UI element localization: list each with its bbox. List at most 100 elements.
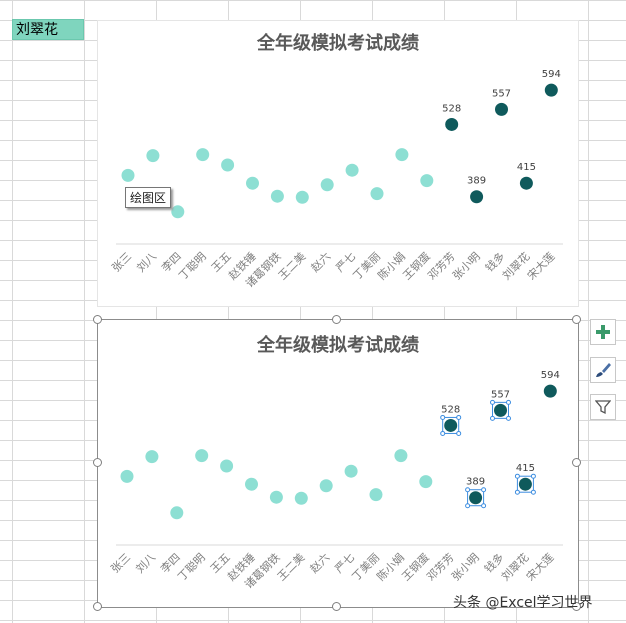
chart-2-point-9[interactable] <box>344 464 358 478</box>
plot-area-tooltip: 绘图区 <box>125 187 172 208</box>
chart-2[interactable]: 全年级模拟考试成绩 张三 刘八 李四 丁聪明 王五 赵铁锤 诸葛钢铁 王二美 赵六 严七 丁美丽 陈小… <box>97 319 579 608</box>
selected-cell[interactable]: 刘翠花 <box>12 19 84 40</box>
chart-1-point-5[interactable] <box>246 176 259 190</box>
chart-2-point-13[interactable] <box>444 418 458 432</box>
chart-2-data-label-16: 415 <box>516 463 535 474</box>
chart-2-point-handle-16-0[interactable] <box>514 473 520 479</box>
chart-filters-button[interactable] <box>590 394 616 420</box>
chart-2-point-5[interactable] <box>245 477 258 491</box>
resize-handle-top[interactable] <box>332 315 341 324</box>
chart-1-point-9[interactable] <box>345 163 359 177</box>
chart-2-x-tick-1: 刘八 <box>133 551 158 576</box>
resize-handle-top-left[interactable] <box>93 315 102 324</box>
chart-2-point-14[interactable] <box>469 491 483 505</box>
chart-1-data-label-15: 557 <box>492 88 511 99</box>
chart-2-point-10[interactable] <box>369 488 383 502</box>
chart-1-point-13[interactable] <box>445 117 459 131</box>
paintbrush-icon <box>596 363 611 377</box>
chart-1[interactable]: 全年级模拟考试成绩 张三 刘八 李四 丁聪明 王五 赵铁锤 诸葛钢铁 王二美 赵六 严七 丁美丽 陈小… <box>97 20 579 307</box>
chart-1-x-tick-7: 王二美 <box>276 250 309 283</box>
chart-1-x-tick-12: 王钢蛋 <box>400 250 433 283</box>
chart-2-x-tick-10: 丁美丽 <box>350 551 383 584</box>
chart-styles-button[interactable] <box>590 357 616 383</box>
chart-2-point-handle-15-3[interactable] <box>506 415 511 421</box>
chart-2-x-tick-14: 张小明 <box>449 551 482 584</box>
chart-1-point-8[interactable] <box>320 178 334 192</box>
chart-2-point-1[interactable] <box>145 450 159 464</box>
chart-2-point-selection-14 <box>467 489 485 507</box>
chart-1-x-tick-16: 刘翠花 <box>500 250 533 283</box>
chart-1-title: 全年级模拟考试成绩 <box>256 32 419 54</box>
chart-1-x-tick-14: 张小明 <box>450 250 483 283</box>
resize-handle-bottom-left[interactable] <box>93 602 102 611</box>
chart-2-point-selection-13 <box>442 416 460 434</box>
chart-2-point-2[interactable] <box>170 506 184 520</box>
chart-1-x-tick-1: 刘八 <box>134 250 159 275</box>
resize-handle-right[interactable] <box>572 458 581 467</box>
chart-1-point-2[interactable] <box>171 205 185 219</box>
resize-handle-bottom[interactable] <box>332 602 341 611</box>
chart-2-point-handle-15-0[interactable] <box>490 399 495 405</box>
chart-2-point-handle-16-1[interactable] <box>530 473 536 479</box>
chart-2-point-handle-16-3[interactable] <box>530 489 536 495</box>
chart-2-x-tick-16: 刘翠花 <box>499 551 532 584</box>
chart-1-point-11[interactable] <box>395 148 409 162</box>
chart-1-point-15[interactable] <box>495 102 508 116</box>
chart-2-point-handle-14-0[interactable] <box>465 487 471 493</box>
chart-2-point-handle-13-3[interactable] <box>456 430 462 436</box>
chart-1-point-10[interactable] <box>370 187 384 201</box>
chart-1-point-1[interactable] <box>146 149 160 163</box>
chart-2-x-tick-11: 陈小娟 <box>374 550 407 583</box>
chart-2-point-handle-14-3[interactable] <box>481 503 487 509</box>
chart-2-point-11[interactable] <box>394 449 408 463</box>
chart-1-x-tick-10: 丁美丽 <box>351 250 384 283</box>
chart-2-point-handle-16-2[interactable] <box>514 489 520 495</box>
chart-2-point-12[interactable] <box>419 475 433 489</box>
chart-1-x-tick-17: 宋大莲 <box>524 249 557 282</box>
chart-1-data-label-14: 389 <box>467 176 486 187</box>
chart-1-data-label-16: 415 <box>517 162 536 173</box>
chart-2-point-8[interactable] <box>319 479 333 493</box>
chart-2-point-handle-13-1[interactable] <box>456 414 462 420</box>
resize-handle-top-right[interactable] <box>572 315 581 324</box>
chart-2-title: 全年级模拟考试成绩 <box>256 334 419 356</box>
chart-2-point-17[interactable] <box>543 384 557 398</box>
chart-2-data-label-15: 557 <box>491 389 510 400</box>
chart-1-point-14[interactable] <box>470 190 484 204</box>
chart-2-data-label-13: 528 <box>441 404 460 415</box>
chart-1-point-16[interactable] <box>519 176 533 190</box>
chart-1-point-7[interactable] <box>295 190 309 204</box>
chart-2-point-6[interactable] <box>269 490 283 504</box>
chart-1-point-0[interactable] <box>121 168 135 182</box>
chart-2-point-handle-13-0[interactable] <box>440 414 446 420</box>
chart-2-point-handle-14-2[interactable] <box>465 503 471 509</box>
chart-2-point-selection-15 <box>492 401 509 419</box>
chart-2-point-3[interactable] <box>195 449 209 463</box>
chart-2-point-0[interactable] <box>120 469 134 483</box>
chart-2-point-7[interactable] <box>294 491 308 505</box>
plus-icon <box>596 325 610 339</box>
chart-1-point-6[interactable] <box>270 189 284 203</box>
chart-2-point-handle-13-2[interactable] <box>440 430 446 436</box>
chart-2-x-tick-12: 王钢蛋 <box>399 551 432 584</box>
watermark-text: 头条 @Excel学习世界 <box>453 595 593 611</box>
chart-1-point-17[interactable] <box>544 83 558 97</box>
chart-2-point-15[interactable] <box>494 403 507 417</box>
chart-2-x-tick-7: 王二美 <box>275 551 308 584</box>
chart-2-point-handle-14-1[interactable] <box>481 487 487 493</box>
chart-2-point-4[interactable] <box>220 459 234 473</box>
chart-1-data-label-17: 594 <box>542 69 561 80</box>
chart-1-point-3[interactable] <box>196 148 210 162</box>
resize-handle-left[interactable] <box>93 458 102 467</box>
chart-2-point-handle-15-1[interactable] <box>506 399 511 405</box>
chart-1-point-4[interactable] <box>221 158 235 172</box>
chart-2-point-handle-15-2[interactable] <box>490 415 495 421</box>
chart-1-point-12[interactable] <box>420 174 434 188</box>
chart-elements-button[interactable] <box>590 319 616 345</box>
chart-1-x-tick-3: 丁聪明 <box>176 249 209 282</box>
chart-1-x-tick-11: 陈小娟 <box>375 249 408 282</box>
resize-handle-bottom-right[interactable] <box>572 602 581 611</box>
chart-2-point-16[interactable] <box>518 477 532 491</box>
